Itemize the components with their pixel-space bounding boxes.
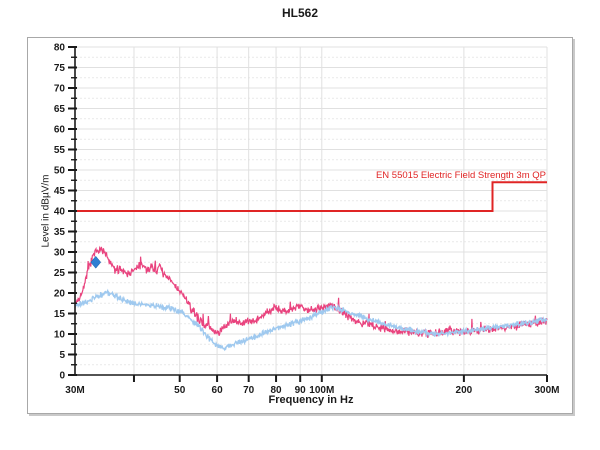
limit-line-label: EN 55015 Electric Field Strength 3m QP (375, 170, 546, 181)
x-tick-label: 50 (174, 385, 186, 396)
chart-title: HL562 (281, 6, 319, 20)
x-tick-label: 80 (270, 385, 282, 396)
y-tick-label: 15 (54, 309, 66, 320)
x-tick-label: 300M (534, 385, 559, 396)
limit-line (75, 181, 547, 212)
y-tick-label: 25 (54, 268, 66, 279)
y-tick-label: 0 (59, 371, 65, 382)
y-tick-label: 5 (59, 350, 65, 361)
y-tick-label: 10 (54, 330, 66, 341)
x-tick-label: 30M (65, 385, 84, 396)
average-trace (74, 288, 548, 352)
y-tick-label: 20 (54, 289, 66, 300)
x-tick-label: 200 (456, 385, 473, 396)
y-tick-label: 75 (54, 63, 66, 74)
y-tick-label: 50 (54, 166, 66, 177)
x-tick-label: 70 (243, 385, 255, 396)
x-axis-title: Frequency in Hz (268, 394, 354, 406)
marker-diamond (90, 255, 102, 269)
x-tick-label: 100M (309, 385, 334, 396)
y-tick-label: 45 (54, 186, 66, 197)
y-tick-label: 35 (54, 227, 66, 238)
y-tick-label: 40 (54, 207, 66, 218)
y-tick-label: 65 (54, 104, 66, 115)
x-tick-label: 90 (295, 385, 307, 396)
x-tick-label: 60 (212, 385, 224, 396)
y-tick-label: 60 (54, 125, 66, 136)
y-tick-label: 55 (54, 145, 66, 156)
y-tick-label: 70 (54, 84, 66, 95)
y-axis-title: Level in dBµV/m (40, 174, 52, 248)
y-tick-label: 80 (54, 43, 66, 54)
y-tick-label: 30 (54, 248, 66, 259)
